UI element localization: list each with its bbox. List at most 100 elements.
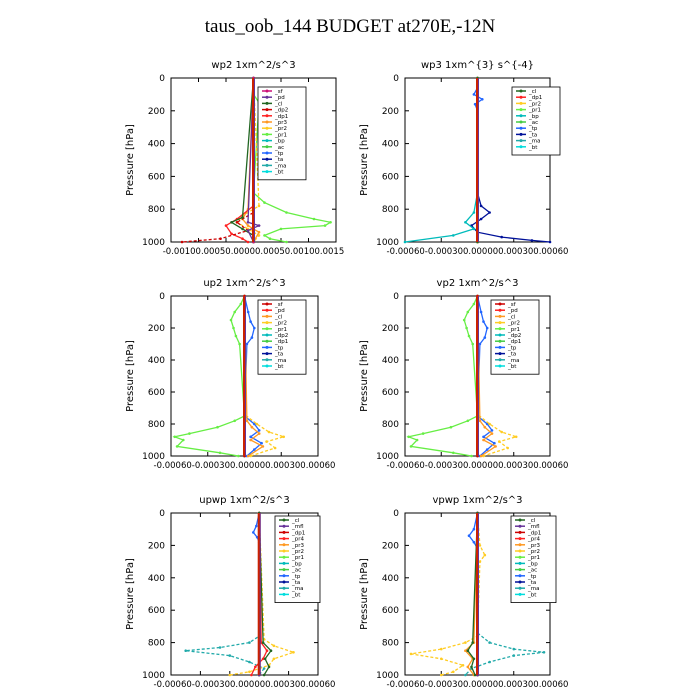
- series-point-pr4: [261, 657, 265, 661]
- legend-marker: [498, 358, 502, 362]
- legend-box: [490, 299, 540, 375]
- series-point-pr1: [218, 451, 222, 455]
- series-point-pr1: [234, 334, 238, 338]
- y-axis-label: Pressure [hPa]: [359, 124, 370, 196]
- series-point-pr1: [216, 425, 219, 429]
- series-point-pr1: [173, 435, 176, 439]
- series-point-pr2: [272, 657, 276, 661]
- series-point-cl: [241, 227, 244, 231]
- legend-marker: [282, 518, 286, 522]
- series-point-pr4: [254, 665, 257, 669]
- legend-marker: [282, 524, 286, 528]
- legend-marker: [519, 120, 523, 124]
- series-point-ma: [512, 654, 516, 657]
- series-point-pr2: [282, 435, 286, 439]
- legend-marker: [518, 580, 522, 584]
- legend-label: _tp: [507, 345, 517, 351]
- series-point-pr1: [472, 302, 476, 306]
- series-point-cl: [241, 216, 244, 219]
- y-tick-label: 200: [148, 107, 165, 117]
- series-point-pr1: [470, 454, 473, 458]
- legend-label: _bt: [291, 592, 301, 598]
- y-tick-label: 1000: [142, 671, 165, 681]
- series-point-pr1: [471, 342, 475, 346]
- legend-marker: [265, 333, 269, 337]
- legend-marker: [265, 114, 269, 118]
- y-tick-label: 0: [393, 74, 399, 84]
- legend-label: _pr4: [527, 537, 541, 543]
- legend-label: _pr3: [527, 543, 541, 549]
- legend: _cl_dp1_pr2_pr1_bp_ac_tp_ta_ma_bt: [511, 86, 561, 156]
- series-point-pr2: [257, 234, 261, 237]
- y-tick-label: 200: [148, 324, 165, 334]
- legend-marker: [282, 561, 286, 565]
- legend-label: _pr4: [291, 537, 305, 543]
- series-point-tp: [467, 534, 471, 537]
- legend-label: _bp: [528, 114, 539, 120]
- series-point-dp2: [180, 240, 184, 244]
- series-point-pr2: [272, 644, 276, 648]
- series-point-dp1: [241, 237, 244, 240]
- panel-title: wp2 1xm^2/s^3: [211, 60, 295, 71]
- series-point-tp: [472, 540, 476, 544]
- legend-marker: [265, 352, 269, 356]
- series-point-pr1: [421, 432, 425, 435]
- series-point-pr2: [267, 430, 271, 434]
- series-line-pr4: [250, 512, 268, 676]
- x-tick-labels: -0.00060-0.000300.000000.000300.00060: [154, 461, 336, 471]
- series-point-cl: [482, 438, 485, 442]
- series-point-pr1: [285, 211, 288, 214]
- legend-marker: [282, 574, 286, 578]
- series-point-ta: [548, 240, 552, 244]
- y-tick-label: 800: [382, 205, 399, 215]
- legend-marker: [518, 574, 522, 578]
- series-point-pr1: [415, 438, 419, 442]
- legend-label: _mfl: [291, 524, 304, 530]
- legend-label: _ac: [527, 568, 537, 574]
- legend-label: _ma: [528, 139, 540, 145]
- series-point-cl: [261, 641, 265, 644]
- series-point-tp: [472, 527, 476, 531]
- series-point-tp: [260, 441, 263, 445]
- series-point-pr1: [465, 326, 468, 330]
- series-point-pr1: [233, 419, 236, 423]
- y-tick-label: 200: [382, 324, 399, 334]
- series-point-cl: [245, 419, 249, 423]
- panel-title: up2 1xm^2/s^3: [203, 278, 285, 289]
- series-point-pr1: [175, 445, 179, 448]
- series-point-pr1: [449, 425, 453, 429]
- legend-label: _pr1: [507, 327, 520, 333]
- series-point-cl: [490, 432, 494, 435]
- series-line-pr1: [406, 295, 479, 457]
- legend-marker: [518, 543, 522, 547]
- series-point-ma: [488, 660, 491, 664]
- x-tick-labels: -0.00060-0.000300.000000.000300.00060: [387, 461, 569, 471]
- legend-marker: [518, 530, 522, 534]
- series-point-dp1: [230, 232, 233, 236]
- series-point-tp: [249, 435, 252, 439]
- series-point-ta: [479, 204, 483, 208]
- legend-marker: [265, 145, 269, 149]
- legend-label: _cl: [274, 314, 283, 320]
- series-point-cl: [267, 665, 271, 669]
- series-point-tp: [249, 320, 252, 323]
- series-point-pr1: [466, 419, 470, 423]
- legend-label: _bt: [507, 364, 517, 370]
- series-point-pr1: [467, 334, 471, 338]
- series-point-pr1: [188, 432, 191, 435]
- series-point-pr1: [323, 224, 327, 227]
- series-point-pr2: [409, 652, 413, 656]
- y-tick-label: 1000: [376, 671, 399, 681]
- legend-label: _pr2: [274, 126, 287, 132]
- series-point-pr2: [265, 440, 268, 443]
- y-tick-label: 800: [148, 639, 165, 649]
- legend-marker: [518, 586, 522, 590]
- legend-label: _bp: [274, 139, 285, 145]
- legend-label: _pr3: [291, 543, 305, 549]
- legend-marker: [265, 89, 269, 93]
- series-point-cl: [257, 432, 261, 435]
- legend-label: _dp1: [274, 339, 288, 345]
- legend-marker: [518, 537, 522, 541]
- legend-marker: [282, 530, 286, 534]
